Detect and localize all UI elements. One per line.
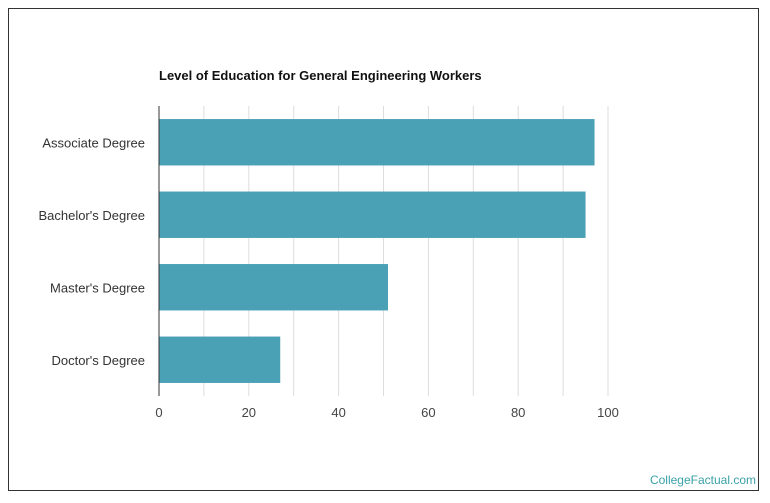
x-tick-label: 100 bbox=[597, 405, 619, 420]
category-label: Master's Degree bbox=[50, 280, 145, 295]
category-label: Bachelor's Degree bbox=[38, 208, 145, 223]
x-tick-label: 0 bbox=[155, 405, 162, 420]
bar[interactable] bbox=[159, 191, 586, 238]
chart-title: Level of Education for General Engineeri… bbox=[159, 68, 482, 83]
category-label: Doctor's Degree bbox=[51, 353, 145, 368]
x-tick-label: 20 bbox=[242, 405, 256, 420]
bar[interactable] bbox=[159, 336, 281, 383]
x-tick-label: 40 bbox=[331, 405, 345, 420]
bars bbox=[159, 119, 595, 383]
category-label: Associate Degree bbox=[42, 135, 145, 150]
x-tick-label: 60 bbox=[421, 405, 435, 420]
labels: Associate Degree Bachelor's Degree Master'… bbox=[38, 135, 618, 420]
bar[interactable] bbox=[159, 119, 595, 166]
x-tick-label: 80 bbox=[511, 405, 525, 420]
source-credit-link[interactable]: CollegeFactual.com bbox=[649, 473, 756, 487]
bar[interactable] bbox=[159, 264, 388, 311]
